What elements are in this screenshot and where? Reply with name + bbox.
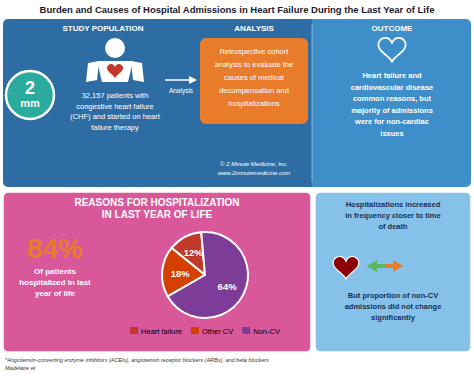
footnote: *Angiotensin-converting enzyme inhibitor…	[5, 357, 269, 371]
outcome-heart	[378, 38, 405, 63]
top-left-panel	[3, 19, 313, 187]
outcome-text-line: cardiovascular disease	[351, 83, 434, 92]
data-label-line: 12%	[184, 247, 204, 258]
logo-text: 2	[25, 78, 35, 98]
arrow-label: Analysis	[169, 87, 194, 95]
data-label: 18%	[171, 268, 191, 279]
right-text: But proportion of non-CV admissions did n…	[345, 291, 442, 322]
right-text-line: admissions did not change	[345, 302, 442, 311]
analysis-text: Retrospective cohort analysis to evaluate…	[215, 47, 293, 108]
infographic: Burden and Causes of Hospital Admissions…	[0, 0, 474, 379]
legend-swatch	[191, 327, 199, 334]
bottom-right-panel	[315, 192, 471, 352]
percent-subtext-line: year of life	[35, 289, 76, 298]
logo-text-line: 2	[25, 78, 35, 98]
analysis-text-line: causes of medical	[224, 73, 284, 82]
analysis-text-line: analysis to evaluate the	[215, 60, 293, 69]
person-arm	[131, 61, 144, 82]
copyright-line: www.2minutemedicine.com	[218, 170, 291, 176]
copyright: © 2 Minute Medicine, Inc. www.2minutemedi…	[218, 161, 291, 176]
outcome-text-line: issues	[380, 129, 403, 138]
legend-swatch	[242, 327, 250, 334]
section-header-line: OUTCOME	[372, 24, 414, 33]
orange-arrow	[385, 260, 403, 272]
green-arrow	[367, 260, 385, 272]
study-text-line: failure therapy	[91, 123, 139, 132]
footnote-line: *Angiotensin-converting enzyme inhibitor…	[5, 357, 269, 363]
bottom-header-line: REASONS FOR HOSPITALIZATION	[74, 197, 239, 208]
title: Burden and Causes of Hospital Admissions…	[40, 4, 435, 15]
data-label: 12%	[184, 247, 204, 258]
data-label: 64%	[218, 281, 238, 292]
section-header: STUDY POPULATION	[62, 24, 143, 33]
big-percent-line: 84%	[27, 233, 83, 264]
percent-subtext-line: Of patients	[34, 267, 76, 276]
divider	[312, 24, 313, 182]
analysis-arrow-head	[189, 76, 197, 84]
legend-label: Other CV	[202, 327, 233, 336]
right-text-line: of death	[378, 222, 408, 231]
legend-label: Heart failure	[141, 327, 182, 336]
section-header: ANALYSIS	[234, 24, 274, 33]
outcome-text-line: majority of admissions	[351, 106, 433, 115]
person-body	[97, 61, 133, 82]
legend-swatch	[130, 327, 138, 334]
outcome-text-line: were for non-cardiac	[354, 117, 429, 126]
analysis-text-line: decompensation and	[219, 86, 289, 95]
bottom-header: REASONS FOR HOSPITALIZATIONIN LAST YEAR …	[74, 197, 239, 220]
right-text-line: significantly	[371, 313, 416, 322]
study-text-line: 32,157 patients with	[82, 91, 149, 100]
pie	[162, 232, 248, 318]
right-text: Hospitalizations increased in frequency c…	[345, 200, 440, 231]
outcome-text-line: common reasons, but	[353, 94, 431, 103]
legend-label: Non-CV	[253, 327, 280, 336]
analysis-text-line: Retrospective cohort	[220, 47, 290, 56]
logo	[6, 71, 54, 119]
section-header-line: STUDY POPULATION	[62, 24, 143, 33]
panel-join	[312, 19, 322, 187]
analysis-arrow	[165, 79, 191, 81]
chest-heart	[107, 64, 123, 78]
data-label-line: 64%	[218, 281, 238, 292]
outcome-text: Heart failure and cardiovascular disease c…	[351, 71, 434, 138]
copyright-line: © 2 Minute Medicine, Inc.	[220, 161, 288, 167]
section-header: OUTCOME	[372, 24, 414, 33]
arrow-label-line: Analysis	[169, 87, 194, 95]
person-head	[105, 38, 125, 58]
right-text-line: in frequency closer to time	[345, 211, 440, 220]
bottom-header-line: IN LAST YEAR OF LIFE	[102, 209, 213, 220]
top-right-panel	[311, 19, 471, 187]
outcome-text-line: Heart failure and	[362, 71, 422, 80]
right-text-line: Hospitalizations increased	[346, 200, 441, 209]
study-text-line: (CHF) and started on heart	[70, 112, 161, 121]
study-text-line: congestive heart failure	[76, 102, 154, 111]
legend: Heart failure Other CV Non-CV	[130, 327, 280, 336]
logo-text: mm	[20, 97, 40, 109]
footnote-line: Madelaire et	[5, 365, 36, 371]
bottom-left-panel	[3, 192, 311, 352]
analysis-box	[200, 38, 308, 124]
percent-subtext: Of patients hospitalized in last year of l…	[19, 267, 91, 298]
big-percent: 84%	[27, 233, 83, 264]
dark-heart	[333, 256, 359, 279]
section-header-line: ANALYSIS	[234, 24, 274, 33]
person-arm	[86, 61, 99, 82]
pie-slice	[168, 232, 248, 318]
data-label-line: 18%	[171, 268, 191, 279]
analysis-text-line: hospitalizations	[228, 99, 280, 108]
study-text: 32,157 patients with congestive heart fai…	[70, 91, 161, 132]
logo-text-line: mm	[20, 97, 40, 109]
percent-subtext-line: hospitalized in last	[19, 278, 91, 287]
title-line: Burden and Causes of Hospital Admissions…	[40, 4, 435, 15]
right-text-line: But proportion of non-CV	[348, 291, 438, 300]
